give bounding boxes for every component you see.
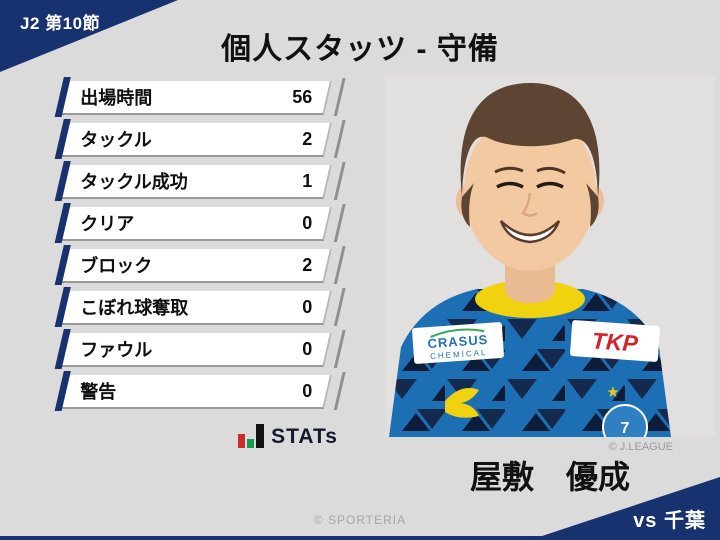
stat-row: タックル成功 1 bbox=[56, 165, 332, 199]
stat-value: 0 bbox=[302, 212, 313, 233]
star-icon: ★ bbox=[606, 384, 619, 401]
svg-text:7: 7 bbox=[621, 420, 630, 437]
site-credit: © SPORTERIA bbox=[313, 513, 407, 527]
stat-value: 56 bbox=[292, 86, 313, 107]
stat-row: 出場時間 56 bbox=[56, 81, 332, 115]
stat-value: 0 bbox=[302, 338, 313, 359]
stat-value: 0 bbox=[302, 296, 313, 317]
photo-credit: © J.LEAGUE bbox=[608, 441, 673, 453]
puma-logo bbox=[445, 388, 479, 418]
stat-value: 0 bbox=[302, 380, 313, 401]
stat-label: ブロック bbox=[80, 256, 153, 276]
svg-text:CHEMICAL: CHEMICAL bbox=[430, 348, 488, 361]
stat-label: タックル成功 bbox=[80, 172, 188, 192]
stats-brand-text: STATs bbox=[271, 425, 338, 448]
stat-row: ファウル 0 bbox=[56, 333, 332, 367]
stat-value: 1 bbox=[302, 170, 313, 191]
stat-value: 2 bbox=[302, 254, 313, 275]
club-crest: 7 bbox=[602, 404, 648, 437]
round-banner-label: J2 第10節 bbox=[20, 14, 101, 33]
stat-label: ファウル bbox=[80, 340, 153, 360]
face bbox=[464, 111, 596, 271]
stat-row: 警告 0 bbox=[56, 375, 332, 409]
svg-text:TKP: TKP bbox=[591, 327, 639, 356]
stats-list: 出場時間 56 タックル 2 タックル成功 1 クリア bbox=[56, 81, 332, 417]
stat-row: タックル 2 bbox=[56, 123, 332, 157]
stats-brand: STATs bbox=[60, 424, 338, 448]
stat-label: タックル bbox=[80, 130, 152, 150]
player-name: 屋敷 優成 bbox=[469, 459, 630, 495]
stat-label: クリア bbox=[80, 214, 135, 234]
stat-label: 警告 bbox=[80, 382, 117, 402]
tkp-sponsor-patch: TKP bbox=[570, 320, 660, 362]
stat-label: 出場時間 bbox=[80, 88, 153, 108]
crasus-sponsor-patch: CRASUS CHEMICAL bbox=[412, 322, 504, 364]
stat-value: 2 bbox=[302, 128, 313, 149]
svg-text:CRASUS: CRASUS bbox=[427, 332, 489, 351]
player-photo: CRASUS CHEMICAL TKP ★ 7 bbox=[385, 75, 715, 437]
stat-row: クリア 0 bbox=[56, 207, 332, 241]
hair bbox=[460, 83, 600, 197]
page-title: 個人スタッツ - 守備 bbox=[221, 33, 499, 66]
stats-bar-chart-icon bbox=[238, 424, 265, 448]
bottom-accent-bar bbox=[0, 536, 720, 540]
stat-label: こぼれ球奪取 bbox=[80, 298, 189, 318]
stat-row: こぼれ球奪取 0 bbox=[56, 291, 332, 325]
stat-row: ブロック 2 bbox=[56, 249, 332, 283]
opponent-badge-label: vs 千葉 bbox=[633, 510, 706, 532]
smile bbox=[499, 220, 561, 244]
